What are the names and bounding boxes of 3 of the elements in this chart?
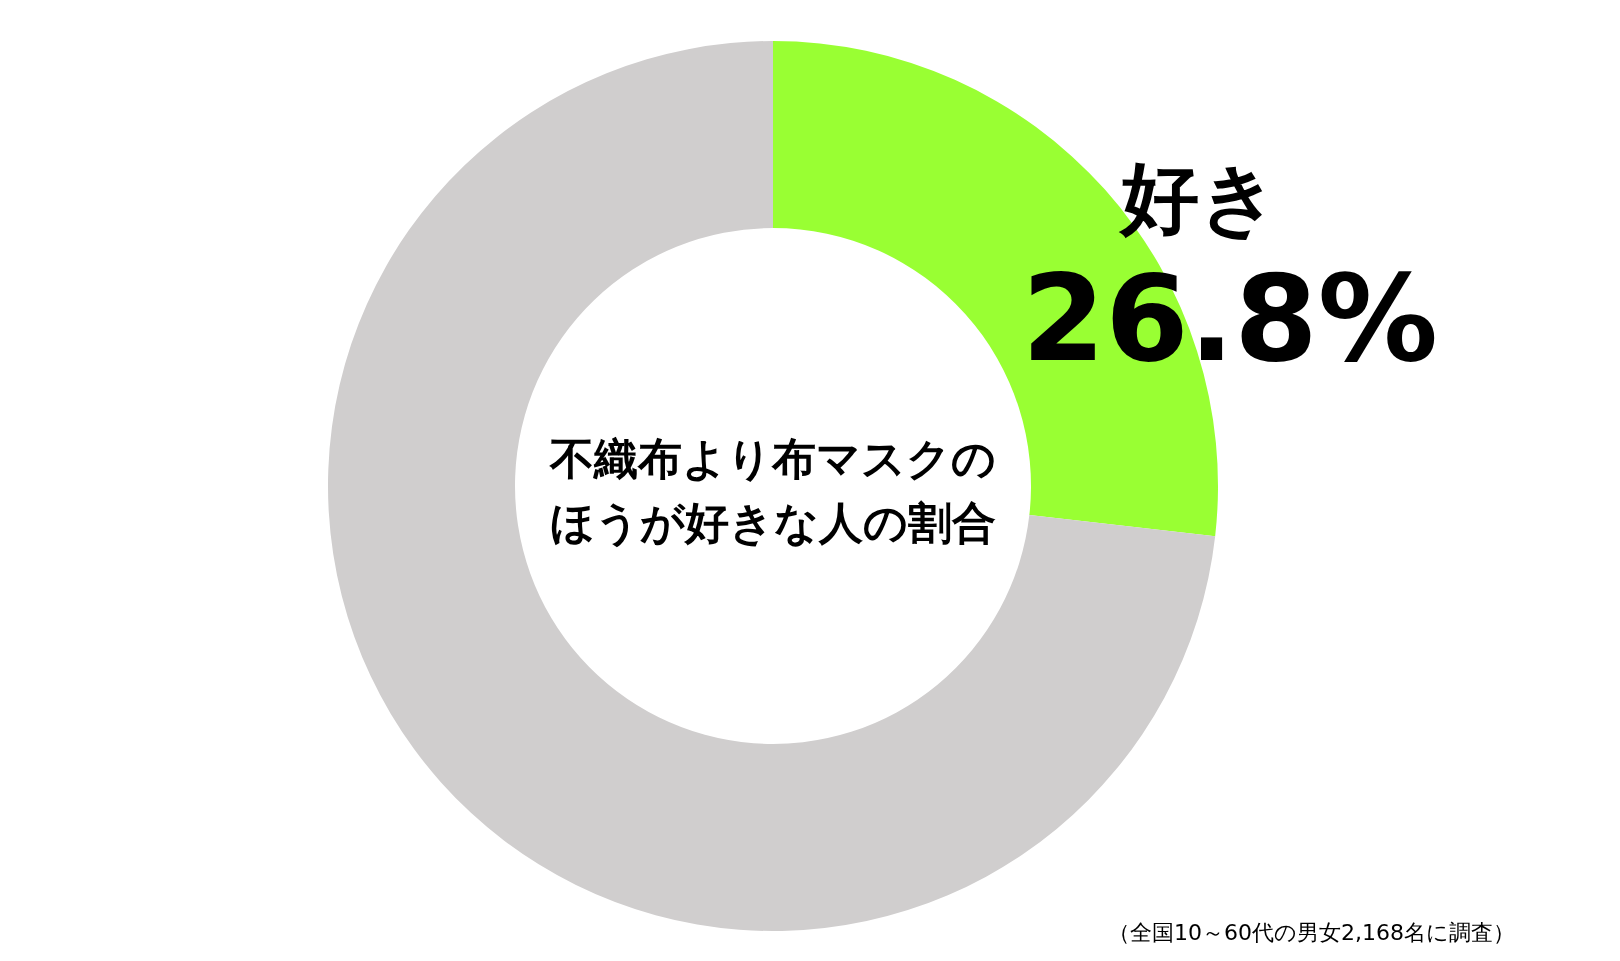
text: 不織布より布マスクのほうが好きな人の割合 bbox=[549, 433, 996, 548]
text: （全国10～60代の男女2,168名に調査） bbox=[1108, 920, 1515, 945]
slice-label: 好き bbox=[1117, 152, 1279, 243]
